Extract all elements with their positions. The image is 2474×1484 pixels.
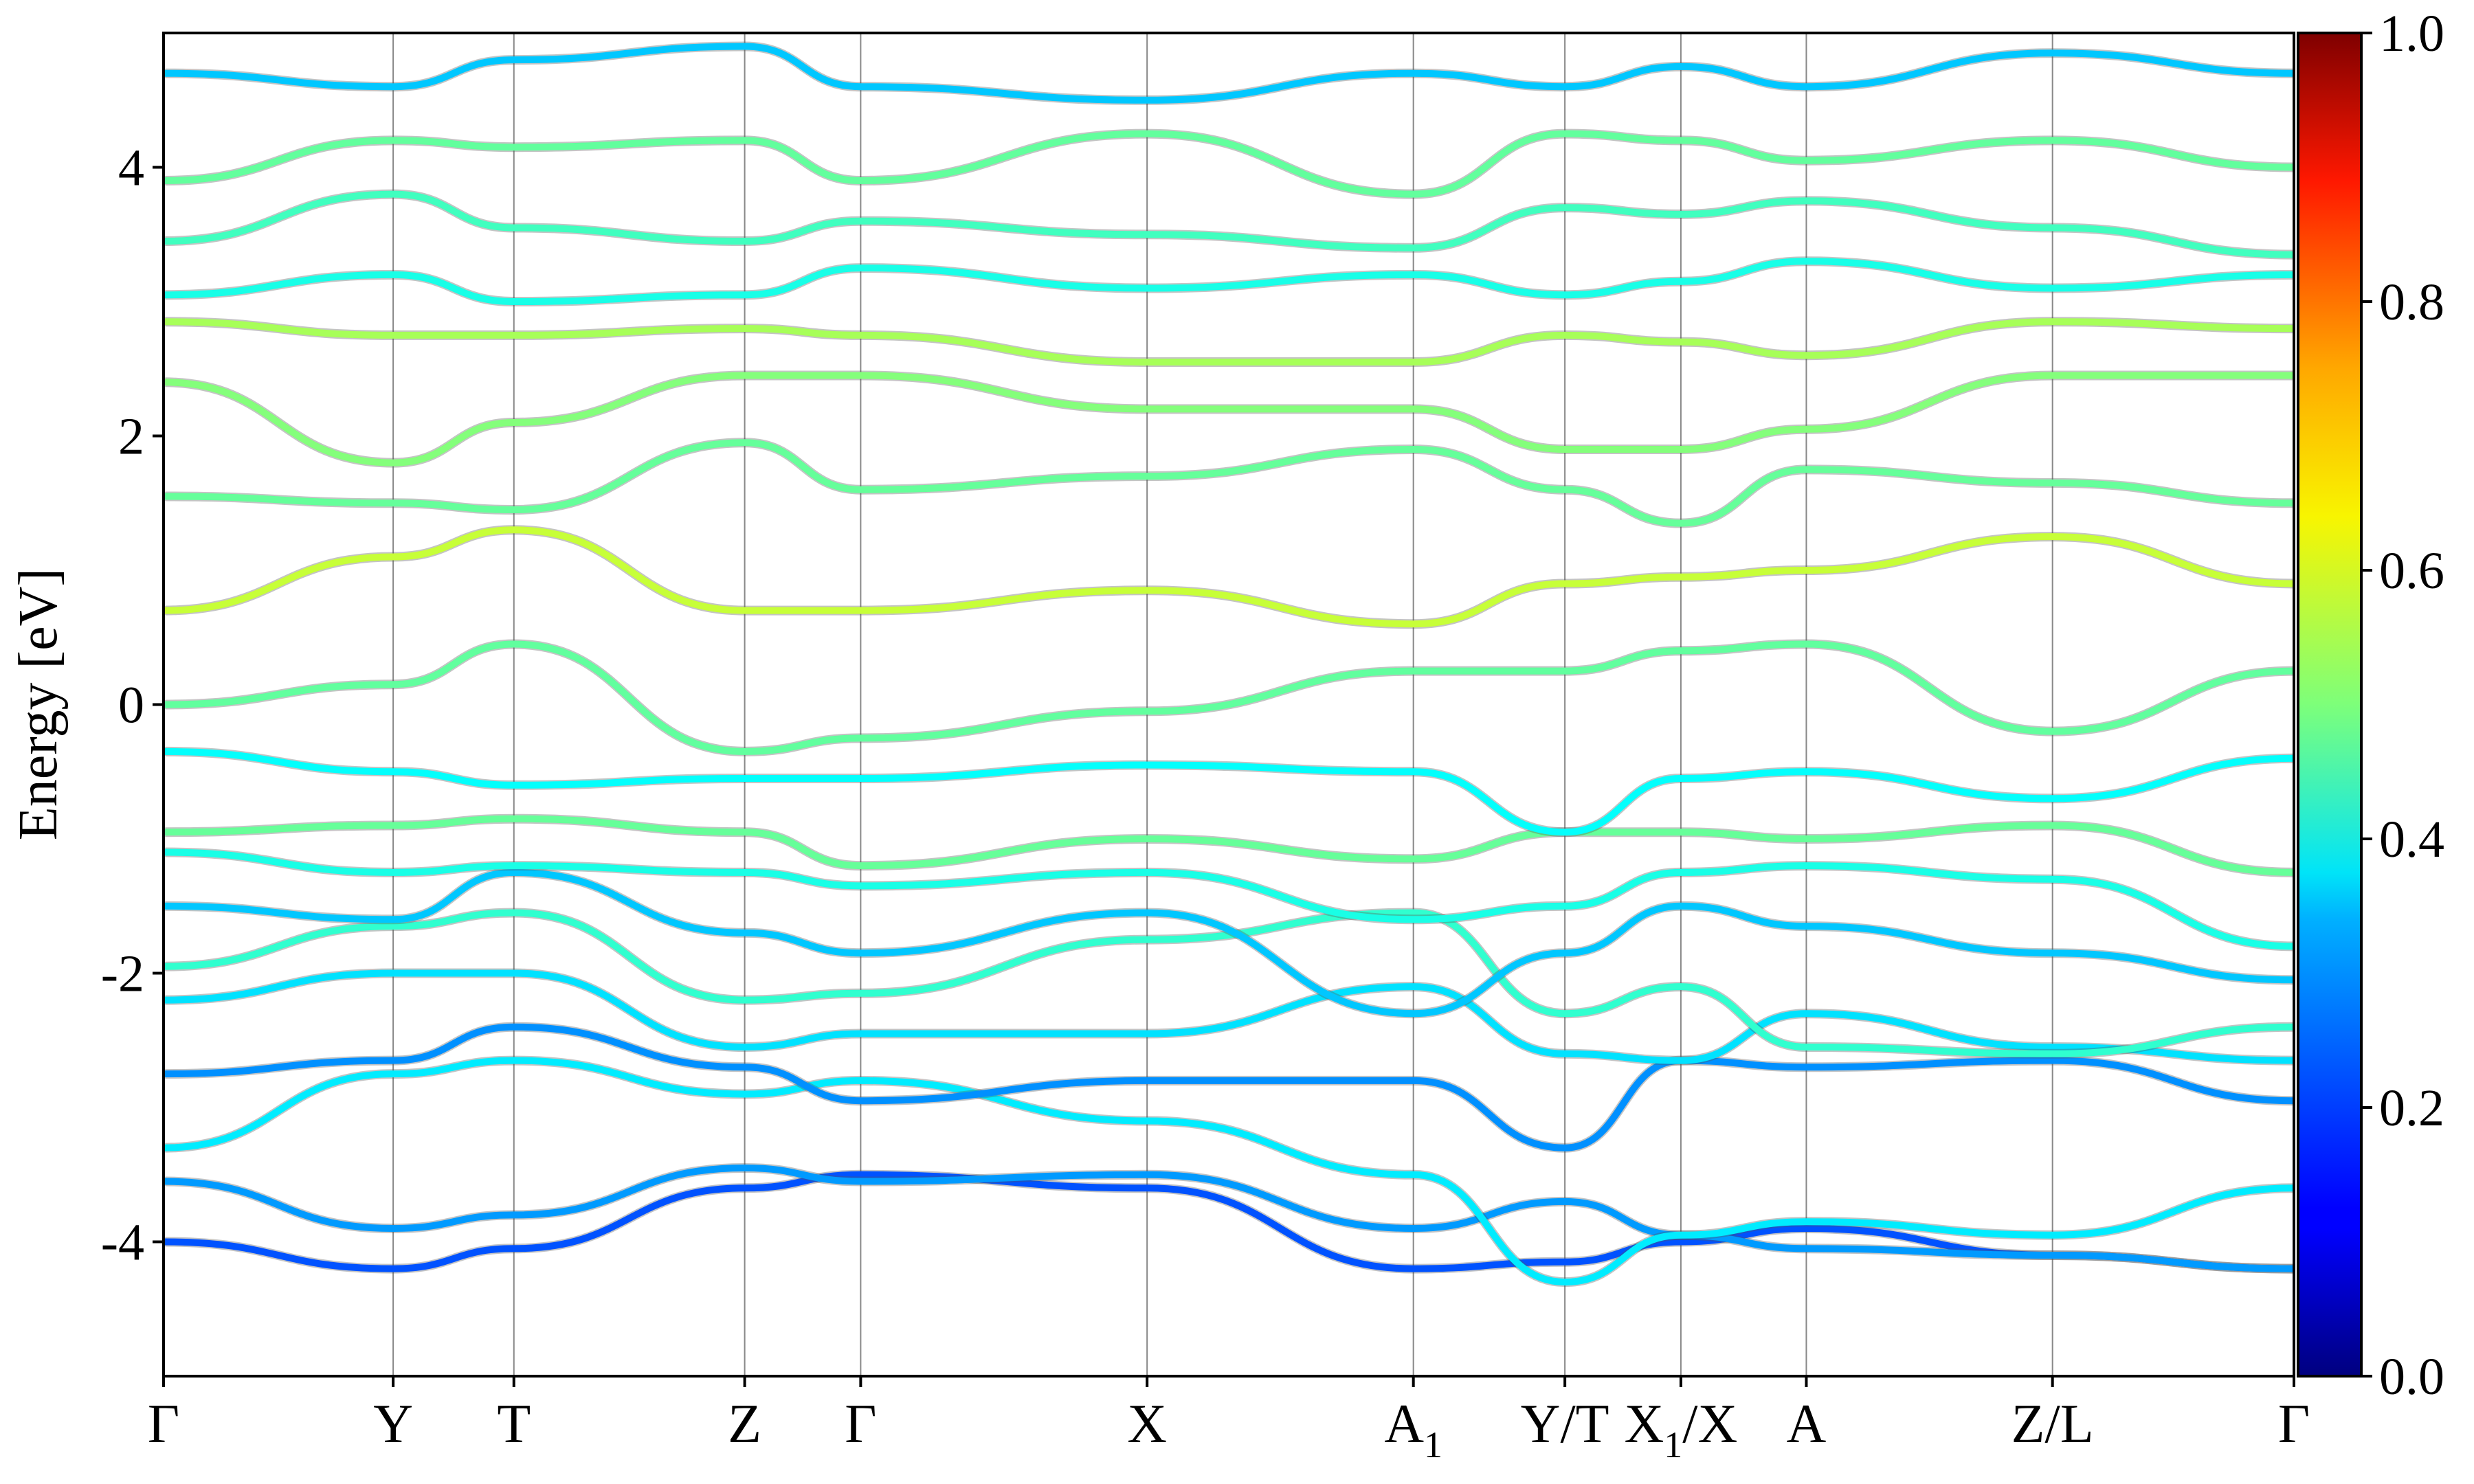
band-line (164, 43, 2294, 104)
colorbar-tick-label: 0.0 (2379, 1348, 2444, 1406)
band-line (164, 848, 2294, 950)
x-tick-label: Γ (148, 1394, 179, 1454)
colorbar-tick-label: 0.8 (2379, 273, 2444, 331)
x-tick-label: Z/L (2011, 1394, 2094, 1454)
x-tick-label: A1 (1384, 1394, 1442, 1465)
x-axis-ticks: Γ Y T Z Γ X A1 Y/T X1/X A Z/L Γ (148, 1376, 2310, 1465)
x-tick-label: X (1127, 1394, 1167, 1454)
y-axis-ticks: -4 -2 0 2 4 (101, 139, 164, 1272)
x-tick-label: Z (728, 1394, 761, 1454)
y-tick-label: -4 (101, 1214, 144, 1272)
high-symmetry-lines (392, 33, 2053, 1376)
band-line (164, 526, 2294, 628)
x-tick-label: Y/T (1521, 1394, 1609, 1454)
y-tick-label: -2 (101, 945, 144, 1003)
x-tick-label: Y (373, 1394, 413, 1454)
band-lines (164, 41, 2294, 1288)
y-tick-label: 0 (118, 677, 144, 734)
x-tick-label: Γ (2278, 1394, 2310, 1454)
colorbar-tick-label: 0.4 (2379, 811, 2444, 868)
band-line (164, 372, 2294, 466)
y-tick-label: 4 (118, 139, 144, 197)
band-line (164, 969, 2294, 1064)
band-line (164, 1023, 2294, 1151)
y-tick-label: 2 (118, 408, 144, 466)
x-tick-label: T (497, 1394, 531, 1454)
y-axis-label: Energy [eV] (8, 568, 69, 840)
band-line (164, 868, 2294, 1018)
band-line (164, 130, 2294, 198)
band-line (164, 640, 2294, 755)
band-line (164, 1164, 2294, 1272)
band-line (164, 258, 2294, 306)
band-line (164, 318, 2294, 366)
band-line (164, 1057, 2294, 1286)
band-line (164, 1171, 2294, 1272)
x-tick-label: X1/X (1624, 1394, 1737, 1465)
colorbar-tick-label: 1.0 (2379, 5, 2444, 63)
band-line (164, 815, 2294, 876)
band-line (164, 909, 2294, 1057)
x-tick-label: A (1787, 1394, 1827, 1454)
colorbar-tick-label: 0.2 (2379, 1079, 2444, 1137)
band-line (164, 747, 2294, 836)
colorbar-tick-label: 0.6 (2379, 542, 2444, 600)
x-tick-label: Γ (845, 1394, 876, 1454)
band-line (164, 439, 2294, 527)
colorbar-ticks: 0.0 0.2 0.4 0.6 0.8 1.0 (2361, 5, 2444, 1406)
colorbar (2297, 32, 2363, 1378)
band-line (164, 190, 2294, 258)
